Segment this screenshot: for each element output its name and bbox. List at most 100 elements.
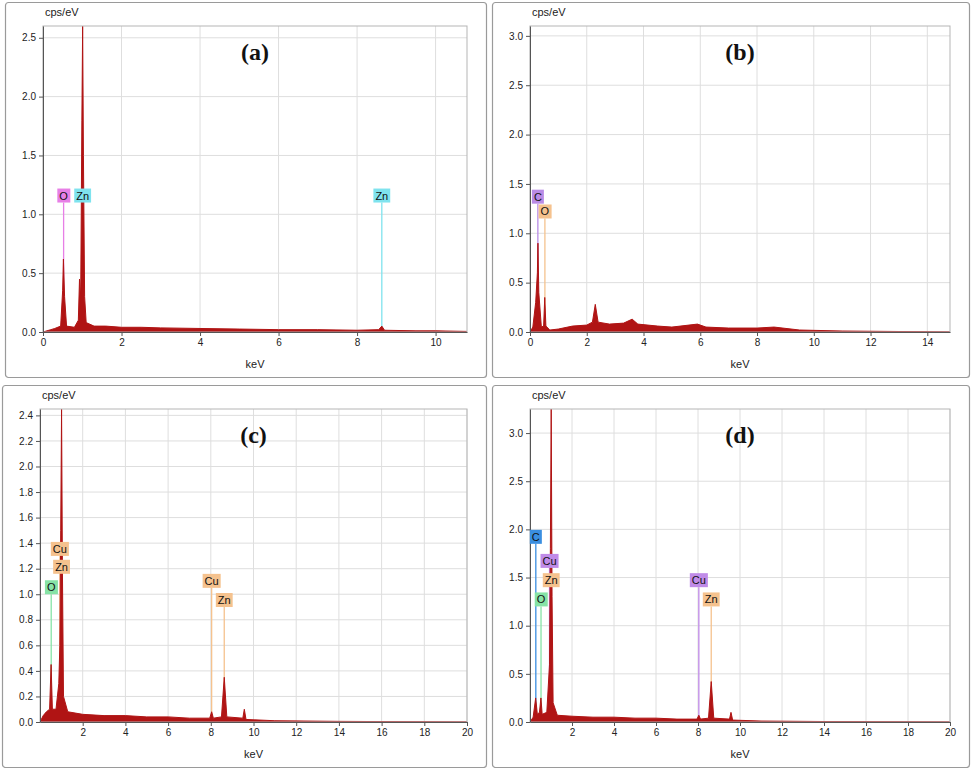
grid [43,26,467,332]
y-tick: 2.0 [509,129,530,140]
x-tick-label: 8 [696,727,702,738]
y-tick: 3.0 [509,428,530,439]
y-tick-label: 0.0 [509,717,523,728]
y-grid-line [530,673,950,674]
x-grid-line [435,26,436,332]
element-label-box [540,554,558,568]
y-tick-mark [526,722,530,723]
panel-frame [6,3,487,378]
x-tick-label: 4 [641,337,647,348]
x-tick: 2 [119,332,125,348]
x-tick-mark [296,722,297,726]
element-label-text: Zn [76,190,89,202]
x-axis: 2468101214161820 [531,722,957,738]
element-label-text: Cu [692,574,706,586]
spectrum [530,243,950,332]
y-tick: 1.2 [19,563,40,574]
y-grid-line [40,466,467,467]
x-tick: 6 [654,722,660,738]
y-tick: 1.5 [509,572,530,583]
x-tick: 8 [209,722,215,738]
x-tick: 18 [419,722,431,738]
x-tick-mark [339,722,340,726]
plot-area: 24681012141618200.00.20.40.60.81.01.21.4… [19,409,473,738]
x-tick-mark [614,722,615,726]
y-tick-label: 1.2 [19,563,33,574]
x-grid-line [614,409,615,722]
x-grid-line [870,26,871,332]
y-grid-line [40,670,467,671]
x-tick: 6 [276,332,282,348]
y-tick: 3.0 [509,31,530,42]
x-tick: 8 [755,332,761,348]
y-tick-mark [36,466,40,467]
x-tick-label: 2 [584,337,590,348]
y-axis-line [530,27,531,333]
marks [530,204,950,332]
annotation-line [698,587,699,722]
spectrum [43,26,467,332]
y-tick-label: 2.0 [509,129,523,140]
y-tick-mark [526,184,530,185]
y-tick-label: 1.0 [509,228,523,239]
element-label: C [532,190,544,204]
x-tick-label: 14 [819,727,831,738]
y-tick: 0.0 [19,717,40,728]
y-tick-label: 2.0 [22,91,36,102]
panel-frame [493,3,970,378]
marks [530,409,950,722]
y-tick: 0.5 [509,669,530,680]
figure: 0 2 4 6 8 10 0.0 0.5 1.0 1.5 2.0 2.5 O Zn Zn cps/eV keV (… [0,0,975,768]
element-label-box [216,593,233,607]
y-grid-line [530,233,950,234]
x-tick: 14 [922,332,934,348]
y-grid-line [43,214,467,215]
y-grid-line [530,134,950,135]
y-tick-label: 0.6 [19,640,33,651]
annotation-labels: COCuZnCuZn [530,530,720,607]
element-label: Cu [540,554,558,568]
y-grid-line [530,35,950,36]
x-tick: 10 [431,332,443,348]
y-grid-line [40,543,467,544]
y-grid-line [530,625,950,626]
y-tick-label: 2.0 [509,524,523,535]
element-label-box [74,189,91,203]
y-tick-label: 1.0 [509,620,523,631]
y-tick: 1.6 [19,512,40,523]
x-tick: 0 [528,332,534,348]
x-tick-label: 14 [334,727,346,738]
y-tick: 1.0 [22,209,43,220]
annotation-labels: OCuZnCuZn [45,542,233,607]
x-grid-line [168,409,169,722]
x-tick-label: 10 [809,337,821,348]
x-axis: 02468101214 [528,332,951,348]
x-grid-line [643,26,644,332]
x-axis-title: keV [731,358,751,370]
panel-title: (a) [241,39,269,65]
element-label-text: Zn [218,594,231,606]
x-tick-label: 2 [570,727,576,738]
element-label-box [690,573,708,587]
y-grid-line [40,594,467,595]
y-tick-mark [39,155,43,156]
x-tick: 20 [462,722,474,738]
x-tick-mark [656,722,657,726]
x-tick-label: 2 [119,337,125,348]
element-label-text: Cu [53,543,67,555]
y-tick: 2.5 [509,476,530,487]
y-tick-mark [526,529,530,530]
y-axis-title: cps/eV [45,6,79,18]
y-tick: 1.4 [19,538,40,549]
element-label: Zn [543,573,560,587]
x-axis-title: keV [731,748,751,760]
y-tick-mark [39,332,43,333]
annotation-line [211,588,212,722]
y-tick-mark [36,594,40,595]
element-label: O [535,592,548,606]
y-tick-mark [36,671,40,672]
x-tick: 8 [355,332,361,348]
y-axis-title: cps/eV [532,389,566,401]
element-label: O [539,204,552,218]
element-label: Cu [51,542,69,556]
